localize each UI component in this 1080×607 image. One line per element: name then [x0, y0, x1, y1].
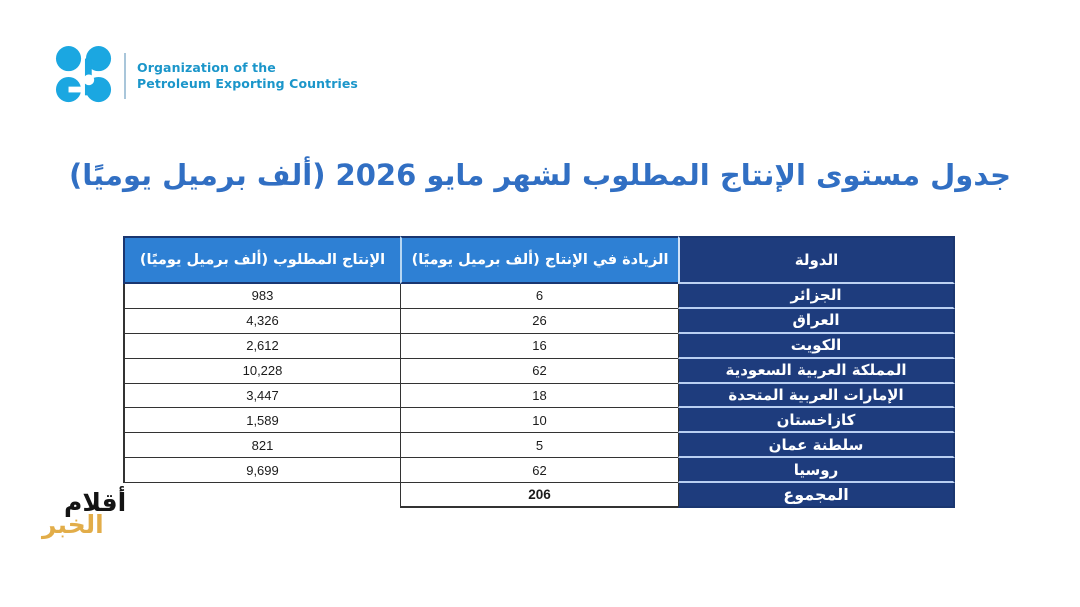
brand-line-2: Petroleum Exporting Countries — [137, 76, 358, 91]
required-value: 983 — [123, 284, 400, 309]
country-name: كازاخستان — [678, 408, 955, 434]
total-increase-value: 206 — [400, 483, 678, 509]
page-title: جدول مستوى الإنتاج المطلوب لشهر مايو 202… — [69, 158, 1011, 192]
country-name: الإمارات العربية المتحدة — [678, 383, 955, 409]
increase-value: 62 — [400, 458, 678, 484]
required-value: 1,589 — [123, 408, 400, 434]
table-row: 1,589 10 كازاخستان — [123, 408, 955, 434]
required-value: 2,612 — [123, 333, 400, 359]
increase-value: 26 — [400, 308, 678, 334]
table-row: 983 6 الجزائر — [123, 284, 955, 309]
channel-watermark: أقلام الخبر — [42, 488, 152, 558]
increase-value: 18 — [400, 383, 678, 409]
table-row: 821 5 سلطنة عمان — [123, 433, 955, 459]
table-row: 9,699 62 روسيا — [123, 458, 955, 484]
country-name: العراق — [678, 308, 955, 334]
production-table: الإنتاج المطلوب (ألف برميل يوميًا) الزيا… — [123, 236, 955, 509]
required-value: 10,228 — [123, 358, 400, 384]
opec-logo-icon — [55, 46, 112, 103]
increase-value: 10 — [400, 408, 678, 434]
total-label: المجموع — [678, 483, 955, 509]
header-country: الدولة — [678, 236, 955, 284]
required-value: 3,447 — [123, 383, 400, 409]
required-value: 821 — [123, 433, 400, 459]
watermark-line-1: أقلام — [64, 488, 127, 517]
table-row: 4,326 26 العراق — [123, 308, 955, 334]
country-name: الجزائر — [678, 284, 955, 309]
watermark-line-2: الخبر — [42, 510, 104, 539]
brand-text: Organization of the Petroleum Exporting … — [137, 60, 358, 92]
country-name: المملكة العربية السعودية — [678, 358, 955, 384]
brand-line-1: Organization of the — [137, 60, 276, 75]
opec-brand: Organization of the Petroleum Exporting … — [55, 45, 358, 107]
table-row: 10,228 62 المملكة العربية السعودية — [123, 358, 955, 384]
country-name: روسيا — [678, 458, 955, 484]
empty-cell — [123, 483, 400, 508]
increase-value: 6 — [400, 284, 678, 309]
header-production-increase: الزيادة في الإنتاج (ألف برميل يوميًا) — [400, 236, 678, 284]
increase-value: 5 — [400, 433, 678, 459]
increase-value: 62 — [400, 358, 678, 384]
country-name: سلطنة عمان — [678, 433, 955, 459]
table-total-row: 206 المجموع — [123, 483, 955, 509]
increase-value: 16 — [400, 333, 678, 359]
table-row: 3,447 18 الإمارات العربية المتحدة — [123, 383, 955, 409]
brand-divider — [124, 53, 126, 99]
header-required-production: الإنتاج المطلوب (ألف برميل يوميًا) — [123, 236, 400, 284]
required-value: 9,699 — [123, 458, 400, 484]
required-value: 4,326 — [123, 308, 400, 334]
country-name: الكويت — [678, 333, 955, 359]
table-row: 2,612 16 الكويت — [123, 333, 955, 359]
table-header-row: الإنتاج المطلوب (ألف برميل يوميًا) الزيا… — [123, 236, 955, 284]
